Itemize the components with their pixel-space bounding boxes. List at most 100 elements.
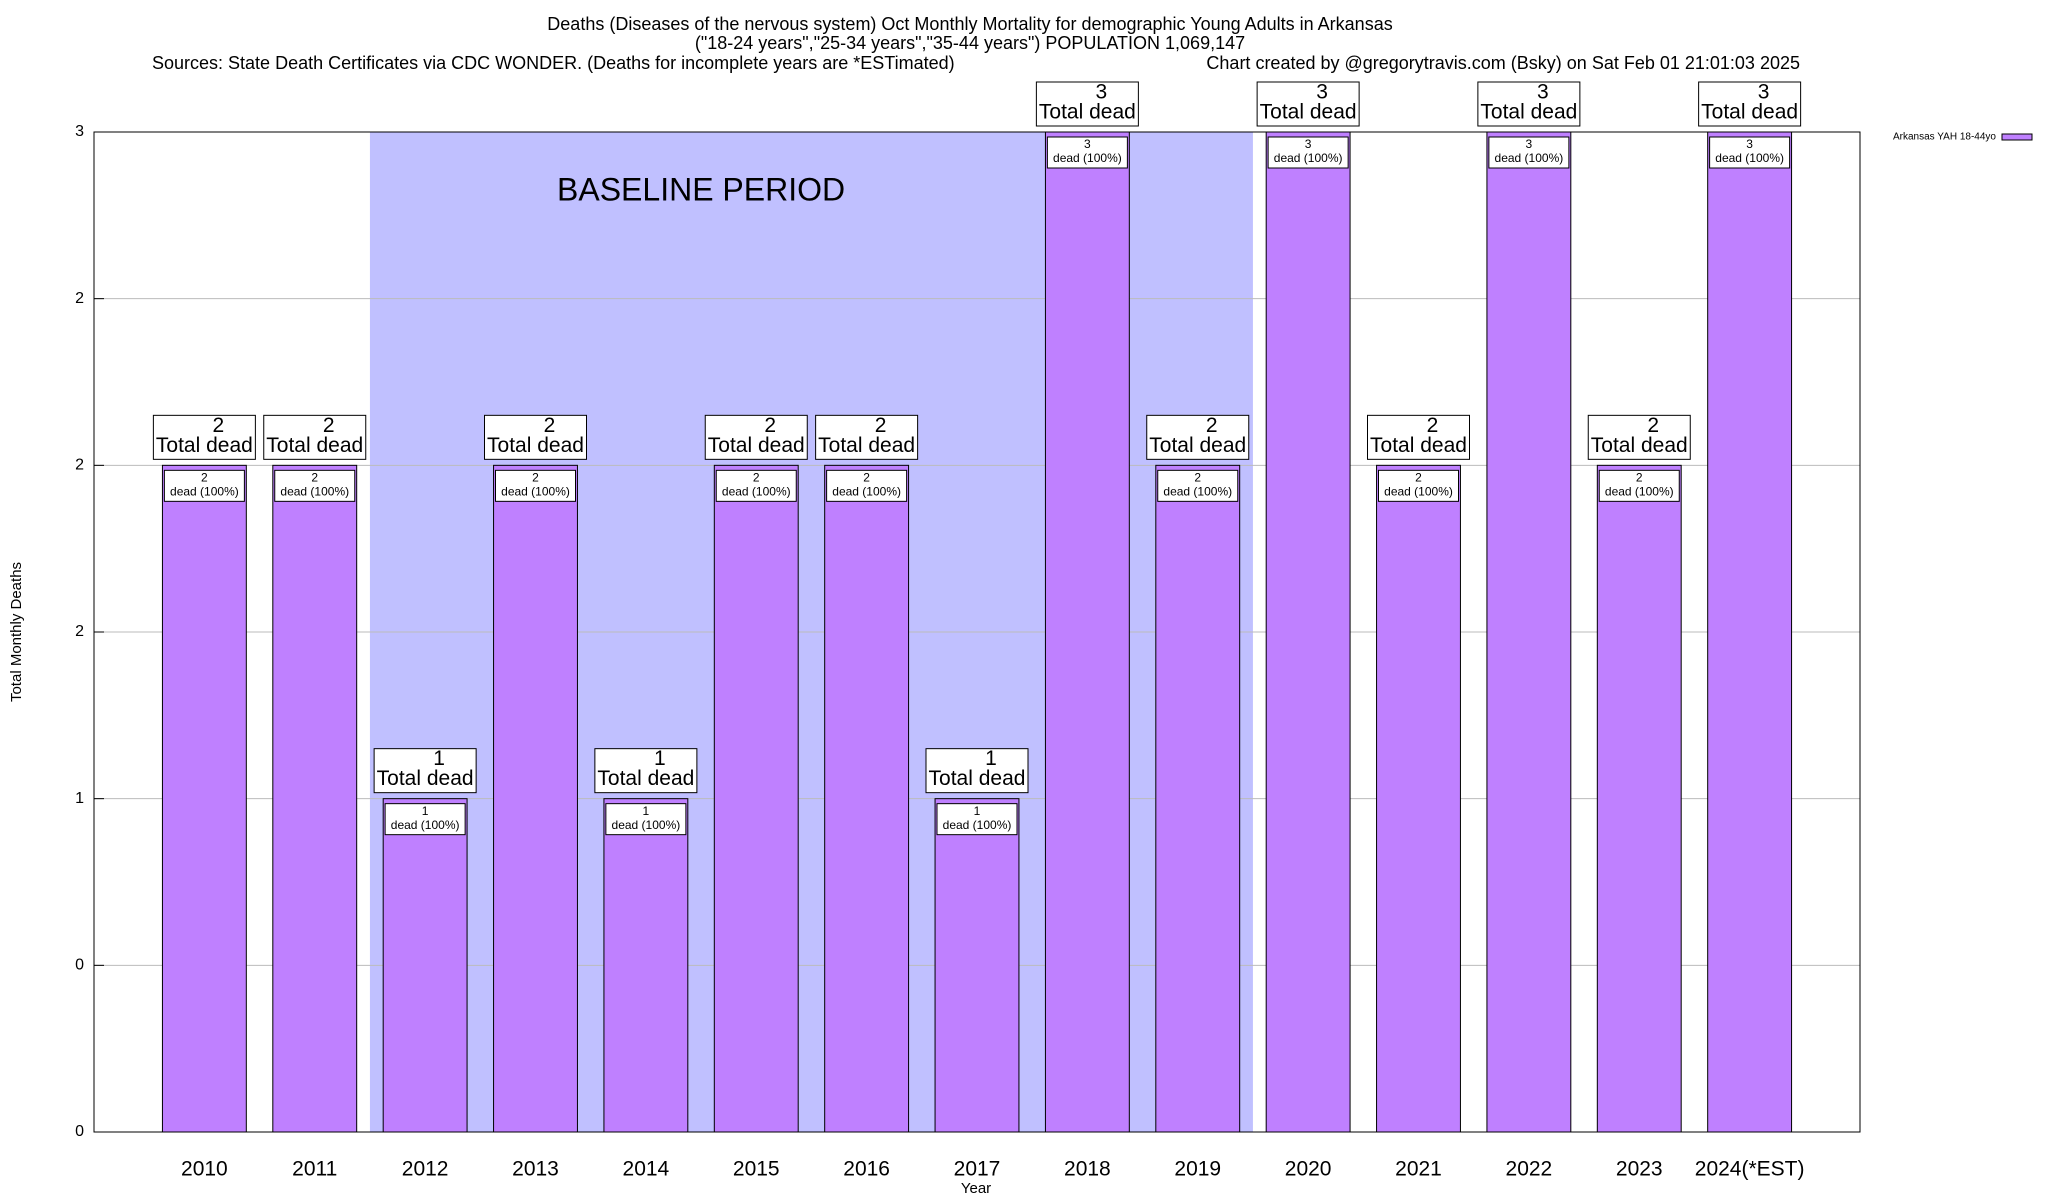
chart-title: Deaths (Diseases of the nervous system) … <box>547 14 1392 34</box>
x-tick-label: 2016 <box>843 1158 890 1181</box>
top-label-box <box>484 414 587 460</box>
top-label-box <box>594 748 698 794</box>
inner-label-box <box>274 469 356 502</box>
inner-label-box <box>163 469 245 502</box>
bar <box>1596 464 1682 1133</box>
inner-label-box <box>1378 469 1459 502</box>
top-label-value: 1 <box>985 747 997 770</box>
top-label-value: 2 <box>1206 414 1218 437</box>
inner-label-box <box>384 803 466 836</box>
legend-swatch <box>2001 133 2033 141</box>
top-label-text: Total dead <box>1591 434 1688 457</box>
inner-label-value: 3 <box>1305 137 1312 151</box>
y-tick-label: 2 <box>75 457 84 474</box>
inner-label-box <box>1267 136 1349 169</box>
sources: Sources: State Death Certificates via CD… <box>152 53 955 73</box>
x-tick-label: 2019 <box>1174 1158 1221 1181</box>
top-label-value: 2 <box>875 414 887 437</box>
x-tick-label: 2010 <box>181 1158 228 1181</box>
x-tick-label: 2014 <box>623 1158 670 1181</box>
inner-label-text: dead (100%) <box>1715 151 1784 165</box>
inner-label-value: 2 <box>1194 471 1201 485</box>
inner-label-value: 2 <box>201 471 208 485</box>
inner-label-value: 3 <box>1084 137 1091 151</box>
inner-label-value: 2 <box>311 471 318 485</box>
x-tick-label: 2017 <box>954 1158 1001 1181</box>
bar <box>1486 131 1572 1133</box>
baseline-label: BASELINE PERIOD <box>557 171 845 207</box>
top-label-box <box>925 748 1029 794</box>
bar <box>1707 131 1793 1133</box>
inner-label-box <box>715 469 797 502</box>
x-tick-label: 2015 <box>733 1158 780 1181</box>
x-tick-label: 2012 <box>402 1158 449 1181</box>
bar <box>603 798 689 1133</box>
inner-label-value: 2 <box>753 471 760 485</box>
top-label-value: 2 <box>544 414 556 437</box>
top-label-text: Total dead <box>929 767 1026 790</box>
x-tick-label: 2022 <box>1506 1158 1553 1181</box>
inner-label-text: dead (100%) <box>722 485 791 499</box>
top-label-value: 1 <box>654 747 666 770</box>
credit: Chart created by @gregorytravis.com (Bsk… <box>1206 53 1800 73</box>
top-label-box <box>1256 81 1360 127</box>
inner-label-text: dead (100%) <box>170 485 239 499</box>
bar <box>272 464 358 1133</box>
inner-label-box <box>1046 136 1128 169</box>
bar <box>713 464 799 1133</box>
top-label-text: Total dead <box>377 767 474 790</box>
inner-label-text: dead (100%) <box>1495 151 1564 165</box>
x-tick-label: 2024(*EST) <box>1695 1158 1805 1181</box>
inner-label-value: 3 <box>1526 137 1533 151</box>
x-tick-label: 2018 <box>1064 1158 1111 1181</box>
x-tick-label: 2011 <box>292 1158 337 1181</box>
top-label-text: Total dead <box>597 767 694 790</box>
inner-label-text: dead (100%) <box>391 818 460 832</box>
x-axis-label: Year <box>961 1180 991 1197</box>
inner-label-text: dead (100%) <box>280 485 349 499</box>
top-label-value: 2 <box>323 414 335 437</box>
inner-label-text: dead (100%) <box>501 485 570 499</box>
y-tick-label: 0 <box>75 1123 84 1140</box>
bar <box>1376 464 1461 1133</box>
top-label-value: 2 <box>1647 414 1659 437</box>
top-label-box <box>704 414 808 460</box>
top-label-box <box>1146 414 1250 460</box>
x-tick-label: 2023 <box>1616 1158 1663 1181</box>
inner-label-value: 1 <box>422 804 429 818</box>
top-label-box <box>373 748 477 794</box>
chart-subtitle: ("18-24 years","25-34 years","35-44 year… <box>695 33 1245 53</box>
bar <box>1265 131 1351 1133</box>
y-axis-label: Total Monthly Deaths <box>8 562 25 702</box>
inner-label-text: dead (100%) <box>1163 485 1232 499</box>
top-label-text: Total dead <box>1260 101 1357 124</box>
bar <box>934 798 1020 1133</box>
inner-label-text: dead (100%) <box>612 818 681 832</box>
top-label-text: Total dead <box>1370 434 1467 457</box>
top-label-text: Total dead <box>1039 101 1136 124</box>
top-label-value: 2 <box>764 414 776 437</box>
inner-label-box <box>605 803 687 836</box>
y-tick-label: 3 <box>75 123 84 140</box>
inner-label-box <box>826 469 908 502</box>
inner-label-box <box>1598 469 1680 502</box>
inner-label-text: dead (100%) <box>1053 151 1122 165</box>
top-label-text: Total dead <box>1480 101 1577 124</box>
bar <box>493 464 578 1133</box>
y-tick-label: 1 <box>75 790 84 807</box>
top-label-box <box>1035 81 1139 127</box>
legend-label: Arkansas YAH 18-44yo <box>1893 132 1996 143</box>
top-label-value: 2 <box>213 414 225 437</box>
inner-label-text: dead (100%) <box>832 485 901 499</box>
top-label-text: Total dead <box>1149 434 1246 457</box>
top-label-text: Total dead <box>266 434 363 457</box>
top-label-box <box>1698 81 1802 127</box>
inner-label-text: dead (100%) <box>1384 485 1453 499</box>
top-label-text: Total dead <box>487 434 584 457</box>
x-tick-label: 2021 <box>1395 1158 1442 1181</box>
top-label-value: 3 <box>1096 81 1108 104</box>
top-label-value: 1 <box>433 747 445 770</box>
x-tick-label: 2020 <box>1285 1158 1332 1181</box>
top-label-value: 2 <box>1427 414 1439 437</box>
